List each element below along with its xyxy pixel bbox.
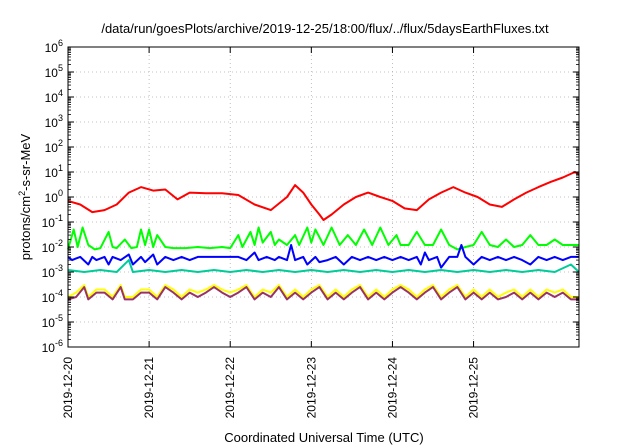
x-tick-label: 2019-12-24 <box>385 357 399 419</box>
series-line-5 <box>67 284 579 298</box>
y-tick-labels: 10-6 10-5 10-4 10-3 10-2 10-1 100 101 102 103 104 1… <box>42 38 63 355</box>
x-tick-label: 2019-12-23 <box>304 357 318 419</box>
y-axis-label: protons/cm2-s-sr-MeV <box>17 133 33 260</box>
y-tick-label: 10-5 <box>42 313 63 330</box>
x-tick-label: 2019-12-22 <box>223 357 237 419</box>
y-tick-label: 105 <box>45 63 63 80</box>
y-tick-label: 104 <box>45 88 63 105</box>
axis-ticks <box>67 46 579 348</box>
x-tick-label: 2019-12-25 <box>467 357 481 419</box>
series-line-6 <box>67 286 579 301</box>
chart-title: /data/run/goesPlots/archive/2019-12-25/1… <box>101 21 549 36</box>
series-line-1 <box>67 171 580 221</box>
y-tick-label: 10-1 <box>42 213 63 230</box>
y-tick-label: 100 <box>45 188 63 205</box>
y-tick-label: 101 <box>45 163 63 180</box>
series-line-2 <box>67 226 579 251</box>
x-tick-labels: 2019-12-20 2019-12-21 2019-12-22 2019-12-23… <box>61 357 481 419</box>
y-tick-label: 106 <box>45 38 63 55</box>
grid-lines <box>67 47 579 347</box>
y-tick-label: 10-6 <box>42 338 63 355</box>
series-layer <box>67 171 580 301</box>
x-tick-label: 2019-12-21 <box>142 357 156 419</box>
y-tick-label: 10-3 <box>42 263 63 280</box>
x-tick-label: 2019-12-20 <box>61 357 75 419</box>
y-tick-label: 103 <box>45 113 63 130</box>
series-line-4 <box>67 259 580 273</box>
x-axis-label: Coordinated Universal Time (UTC) <box>224 430 423 445</box>
y-tick-label: 10-4 <box>42 288 63 305</box>
series-line-3 <box>67 244 579 269</box>
y-tick-label: 102 <box>45 138 63 155</box>
y-tick-label: 10-2 <box>42 238 63 255</box>
